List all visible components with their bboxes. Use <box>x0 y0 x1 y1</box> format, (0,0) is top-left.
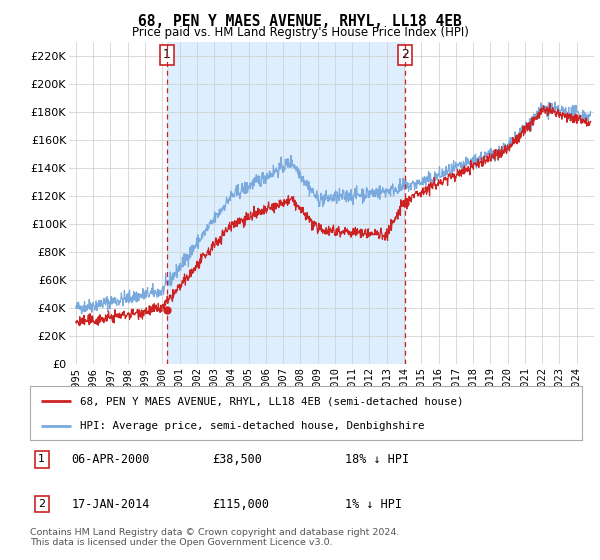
Text: 2: 2 <box>38 499 46 509</box>
Bar <box>167 42 405 364</box>
Text: 68, PEN Y MAES AVENUE, RHYL, LL18 4EB: 68, PEN Y MAES AVENUE, RHYL, LL18 4EB <box>138 14 462 29</box>
Text: £115,000: £115,000 <box>212 497 269 511</box>
Text: 18% ↓ HPI: 18% ↓ HPI <box>344 453 409 466</box>
Text: £38,500: £38,500 <box>212 453 262 466</box>
Text: 2: 2 <box>401 48 409 62</box>
Text: 68, PEN Y MAES AVENUE, RHYL, LL18 4EB (semi-detached house): 68, PEN Y MAES AVENUE, RHYL, LL18 4EB (s… <box>80 396 463 407</box>
Text: 06-APR-2000: 06-APR-2000 <box>71 453 150 466</box>
Text: 1: 1 <box>163 48 171 62</box>
Text: 1% ↓ HPI: 1% ↓ HPI <box>344 497 401 511</box>
Text: HPI: Average price, semi-detached house, Denbighshire: HPI: Average price, semi-detached house,… <box>80 421 424 431</box>
Text: 17-JAN-2014: 17-JAN-2014 <box>71 497 150 511</box>
Text: Price paid vs. HM Land Registry's House Price Index (HPI): Price paid vs. HM Land Registry's House … <box>131 26 469 39</box>
Text: 1: 1 <box>38 454 45 464</box>
Text: Contains HM Land Registry data © Crown copyright and database right 2024.
This d: Contains HM Land Registry data © Crown c… <box>30 528 400 547</box>
